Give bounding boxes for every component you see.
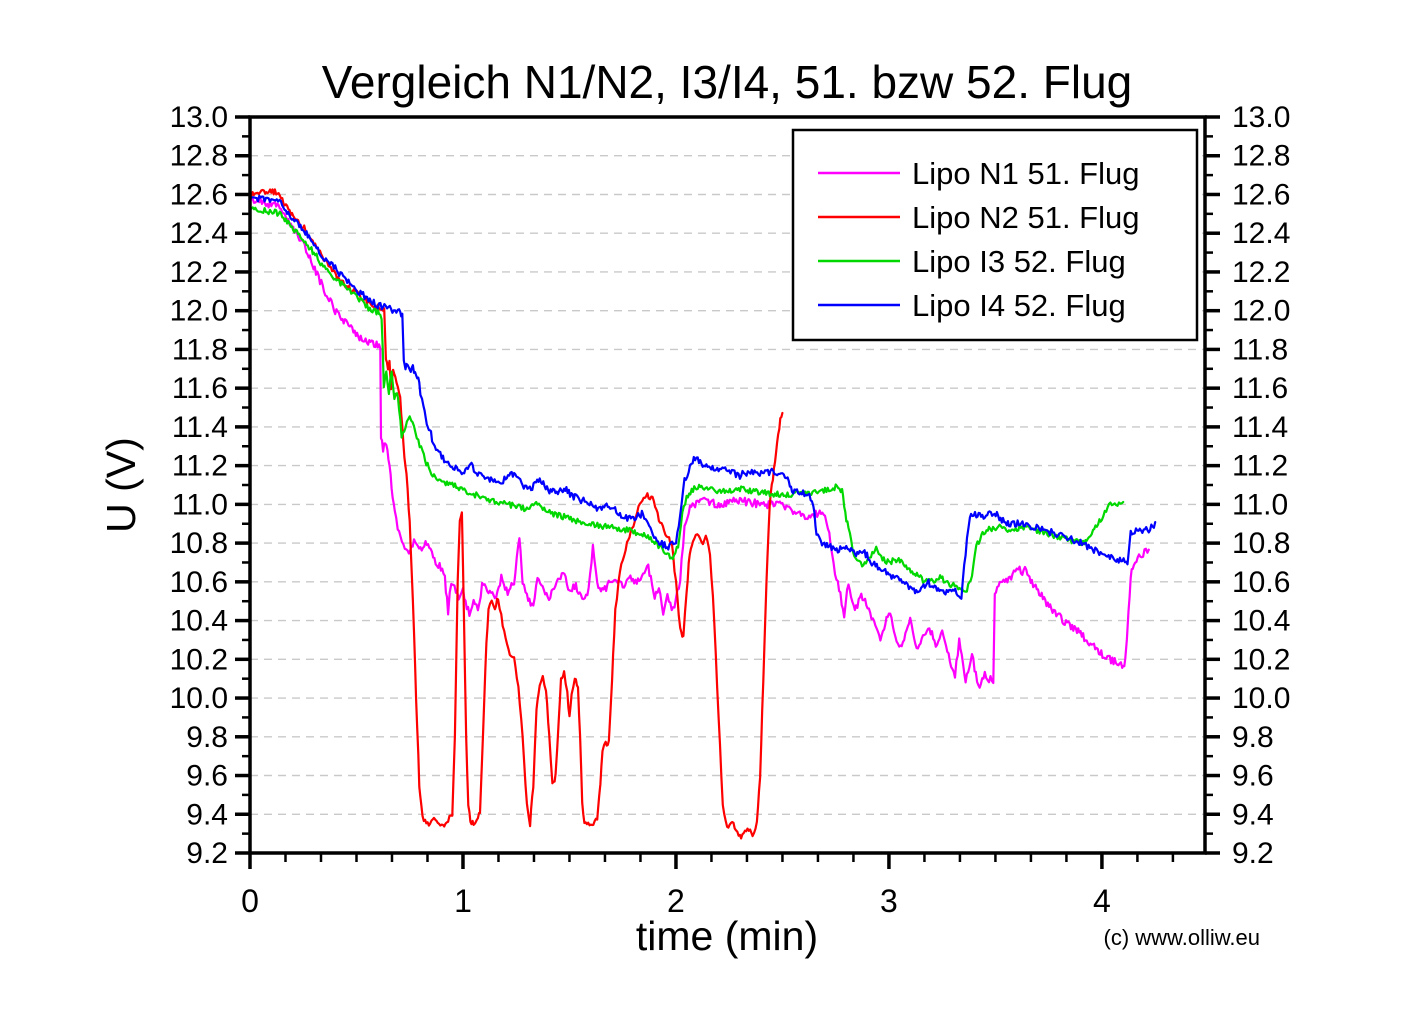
- legend-item: Lipo N1 51. Flug: [818, 156, 1139, 191]
- data-curves: [250, 188, 1157, 840]
- watermark: (c) www.olliw.eu: [1104, 925, 1260, 950]
- y-tick-label-right: 13.0: [1232, 101, 1290, 134]
- y-tick-label-left: 11.2: [172, 450, 228, 483]
- legend-label: Lipo N2 51. Flug: [912, 200, 1139, 235]
- y-tick-label-left: 12.4: [170, 217, 228, 250]
- y-tick-label-right: 11.0: [1232, 488, 1288, 521]
- y-tick-label-left: 10.4: [170, 605, 228, 638]
- legend-label: Lipo I3 52. Flug: [912, 244, 1126, 279]
- series-line-3: [250, 206, 1125, 593]
- y-tick-label-right: 9.6: [1232, 760, 1274, 793]
- axis-ticks: [235, 115, 1220, 869]
- y-tick-label-left: 11.4: [172, 411, 228, 444]
- y-tick-label-right: 10.8: [1232, 527, 1290, 560]
- x-tick-label: 2: [667, 883, 685, 919]
- y-tick-label-left: 12.0: [170, 295, 228, 328]
- y-tick-label-right: 12.2: [1232, 256, 1290, 289]
- series-line-4: [250, 194, 1157, 600]
- x-tick-label: 0: [241, 883, 259, 919]
- y-tick-label-left: 9.8: [186, 721, 228, 754]
- chart-title: Vergleich N1/N2, I3/I4, 51. bzw 52. Flug: [322, 56, 1133, 108]
- y-tick-label-left: 9.4: [186, 798, 228, 831]
- y-tick-label-right: 11.8: [1232, 333, 1288, 366]
- y-tick-label-left: 10.0: [170, 682, 228, 715]
- x-tick-label: 1: [454, 883, 472, 919]
- y-tick-label-right: 11.4: [1232, 411, 1288, 444]
- series-line-1: [250, 197, 1150, 689]
- y-tick-label-left: 10.6: [170, 566, 228, 599]
- y-tick-label-left: 13.0: [170, 101, 228, 134]
- y-tick-label-left: 9.2: [186, 837, 228, 870]
- legend-label: Lipo I4 52. Flug: [912, 288, 1126, 323]
- y-tick-label-right: 12.8: [1232, 140, 1290, 173]
- y-tick-label-right: 11.2: [1232, 450, 1288, 483]
- y-tick-label-left: 10.8: [170, 527, 228, 560]
- y-tick-label-left: 12.6: [170, 178, 228, 211]
- y-tick-label-right: 11.6: [1232, 372, 1288, 405]
- y-tick-label-left: 11.6: [172, 372, 228, 405]
- y-tick-label-right: 10.0: [1232, 682, 1290, 715]
- y-tick-label-right: 12.4: [1232, 217, 1290, 250]
- series-line-2: [250, 188, 784, 840]
- x-tick-label: 4: [1093, 883, 1111, 919]
- y-tick-label-left: 9.6: [186, 760, 228, 793]
- y-tick-label-right: 9.8: [1232, 721, 1274, 754]
- y-tick-label-right: 12.6: [1232, 178, 1290, 211]
- legend-item: Lipo I4 52. Flug: [818, 288, 1126, 323]
- y-tick-label-left: 11.8: [172, 333, 228, 366]
- legend-item: Lipo N2 51. Flug: [818, 200, 1139, 235]
- y-tick-label-right: 10.2: [1232, 643, 1290, 676]
- y-tick-label-right: 10.6: [1232, 566, 1290, 599]
- axis-tick-labels: 9.2 9.2 9.4 9.4 9.6 9.6 9.8 9.8 10.0 10.0 10.2 10.2…: [170, 101, 1291, 919]
- y-tick-label-right: 9.2: [1232, 837, 1274, 870]
- y-tick-label-right: 10.4: [1232, 605, 1290, 638]
- y-tick-label-left: 11.0: [172, 488, 228, 521]
- legend: Lipo N1 51. Flug Lipo N2 51. Flug Lipo I3 …: [791, 128, 1199, 342]
- legend-label: Lipo N1 51. Flug: [912, 156, 1139, 191]
- x-axis-label: time (min): [636, 913, 818, 959]
- y-axis-label: U (V): [98, 437, 144, 533]
- legend-item: Lipo I3 52. Flug: [818, 244, 1126, 279]
- x-tick-label: 3: [880, 883, 898, 919]
- y-tick-label-left: 12.2: [170, 256, 228, 289]
- y-tick-label-right: 12.0: [1232, 295, 1290, 328]
- y-tick-label-left: 12.8: [170, 140, 228, 173]
- y-tick-label-left: 10.2: [170, 643, 228, 676]
- y-tick-label-right: 9.4: [1232, 798, 1274, 831]
